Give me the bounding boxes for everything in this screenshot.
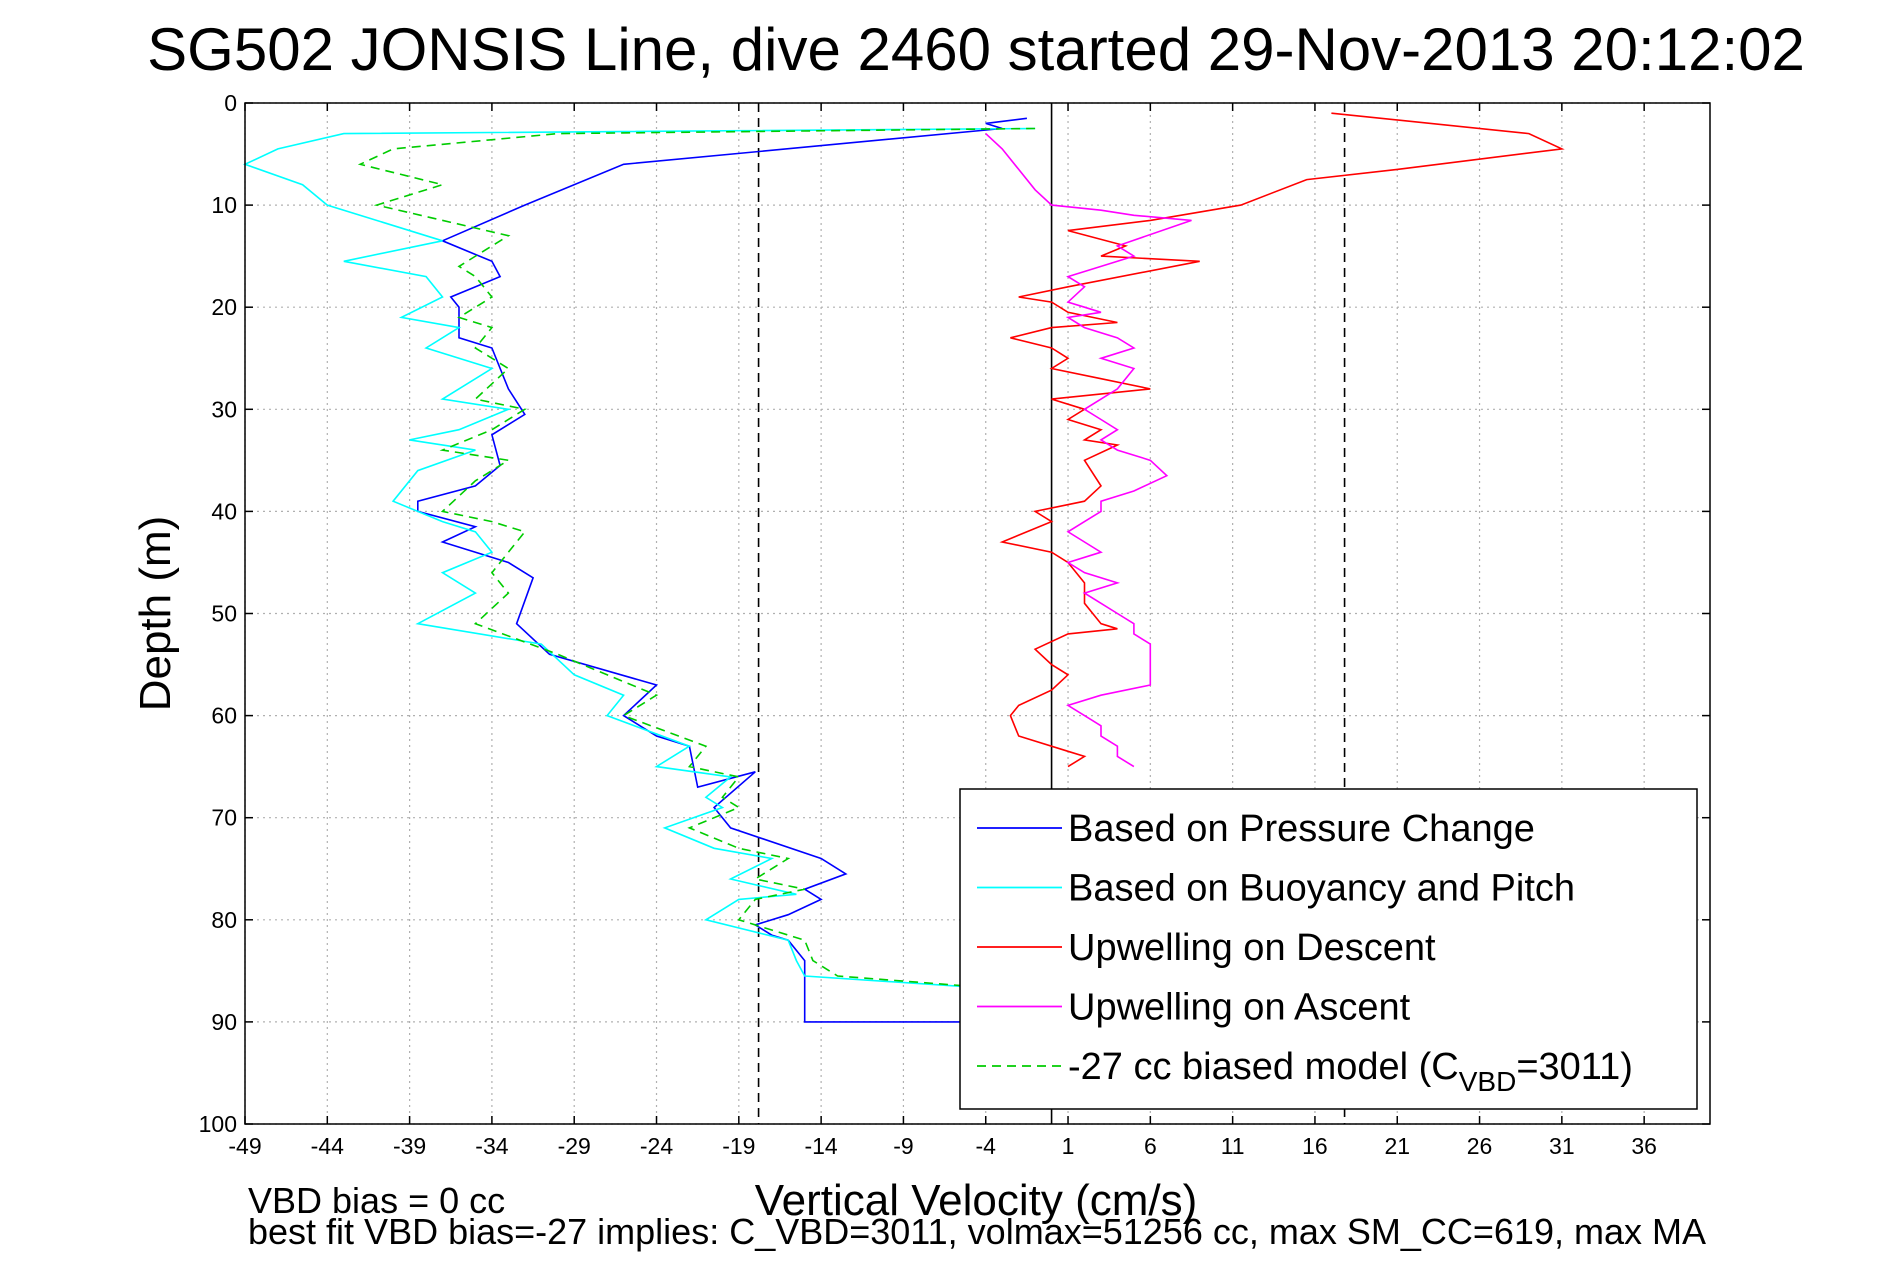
y-tick-label: 60 (211, 703, 237, 729)
legend: Based on Pressure Change Based on Buoyanc… (959, 788, 1698, 1110)
x-tick-label: 11 (1221, 1133, 1245, 1159)
y-tick-label: 90 (211, 1009, 237, 1035)
y-axis-label: Depth (m) (131, 516, 180, 712)
y-tick-label: 20 (211, 294, 237, 320)
x-tick-label: 6 (1144, 1133, 1157, 1159)
footer-line-2: best fit VBD bias=-27 implies: C_VBD=301… (248, 1211, 1706, 1252)
x-axis: -49 -44 -39 -34 -29 -24 -19 -14 -9 -4 1 6 11 16 21 26 31… (228, 103, 1657, 1159)
x-tick-label: -19 (722, 1133, 755, 1159)
x-tick-label: 21 (1384, 1133, 1410, 1159)
legend-items: Based on Pressure Change Based on Buoyanc… (977, 808, 1633, 1097)
y-tick-label: 30 (211, 396, 237, 422)
x-tick-label: 16 (1302, 1133, 1328, 1159)
chart-title: SG502 JONSIS Line, dive 2460 started 29-… (147, 16, 1805, 83)
x-tick-label: -44 (311, 1133, 344, 1159)
x-tick-label: 36 (1631, 1133, 1657, 1159)
series-line (985, 133, 1192, 768)
x-tick-label: -24 (640, 1133, 673, 1159)
series-line (357, 127, 1036, 993)
y-axis: 0 10 20 30 40 50 60 70 80 90 100 (199, 90, 1710, 1137)
y-tick-label: 80 (211, 907, 237, 933)
legend-box (959, 788, 1698, 1110)
x-tick-label: -49 (228, 1133, 261, 1159)
x-tick-label: 31 (1549, 1133, 1575, 1159)
series-layer (242, 112, 1565, 1043)
x-axis-label: Vertical Velocity (cm/s) (755, 1176, 1198, 1225)
x-tick-label: -39 (393, 1133, 426, 1159)
legend-label: Upwelling on Descent (1068, 927, 1436, 969)
y-tick-label: 100 (199, 1111, 237, 1137)
series-line (242, 127, 1036, 993)
x-tick-label: 1 (1062, 1133, 1075, 1159)
x-tick-label: -4 (976, 1133, 997, 1159)
legend-label: -27 cc biased model (CVBD=3011) (1068, 1046, 1633, 1097)
y-tick-label: 50 (211, 601, 237, 627)
y-tick-label: 40 (211, 498, 237, 524)
y-tick-label: 0 (224, 90, 237, 116)
y-tick-label: 70 (211, 805, 237, 831)
footer-line-1: VBD bias = 0 cc (248, 1180, 505, 1221)
x-tick-label: -29 (558, 1133, 591, 1159)
x-tick-label: -34 (475, 1133, 508, 1159)
legend-label: Based on Buoyancy and Pitch (1068, 868, 1575, 910)
legend-label: Based on Pressure Change (1068, 808, 1535, 850)
series-line (999, 112, 1565, 768)
x-tick-label: -9 (893, 1133, 913, 1159)
y-tick-label: 10 (211, 192, 237, 218)
x-tick-label: -14 (804, 1133, 837, 1159)
series-line (416, 117, 1027, 1043)
x-tick-label: 26 (1467, 1133, 1493, 1159)
legend-label: Upwelling on Ascent (1068, 987, 1411, 1029)
